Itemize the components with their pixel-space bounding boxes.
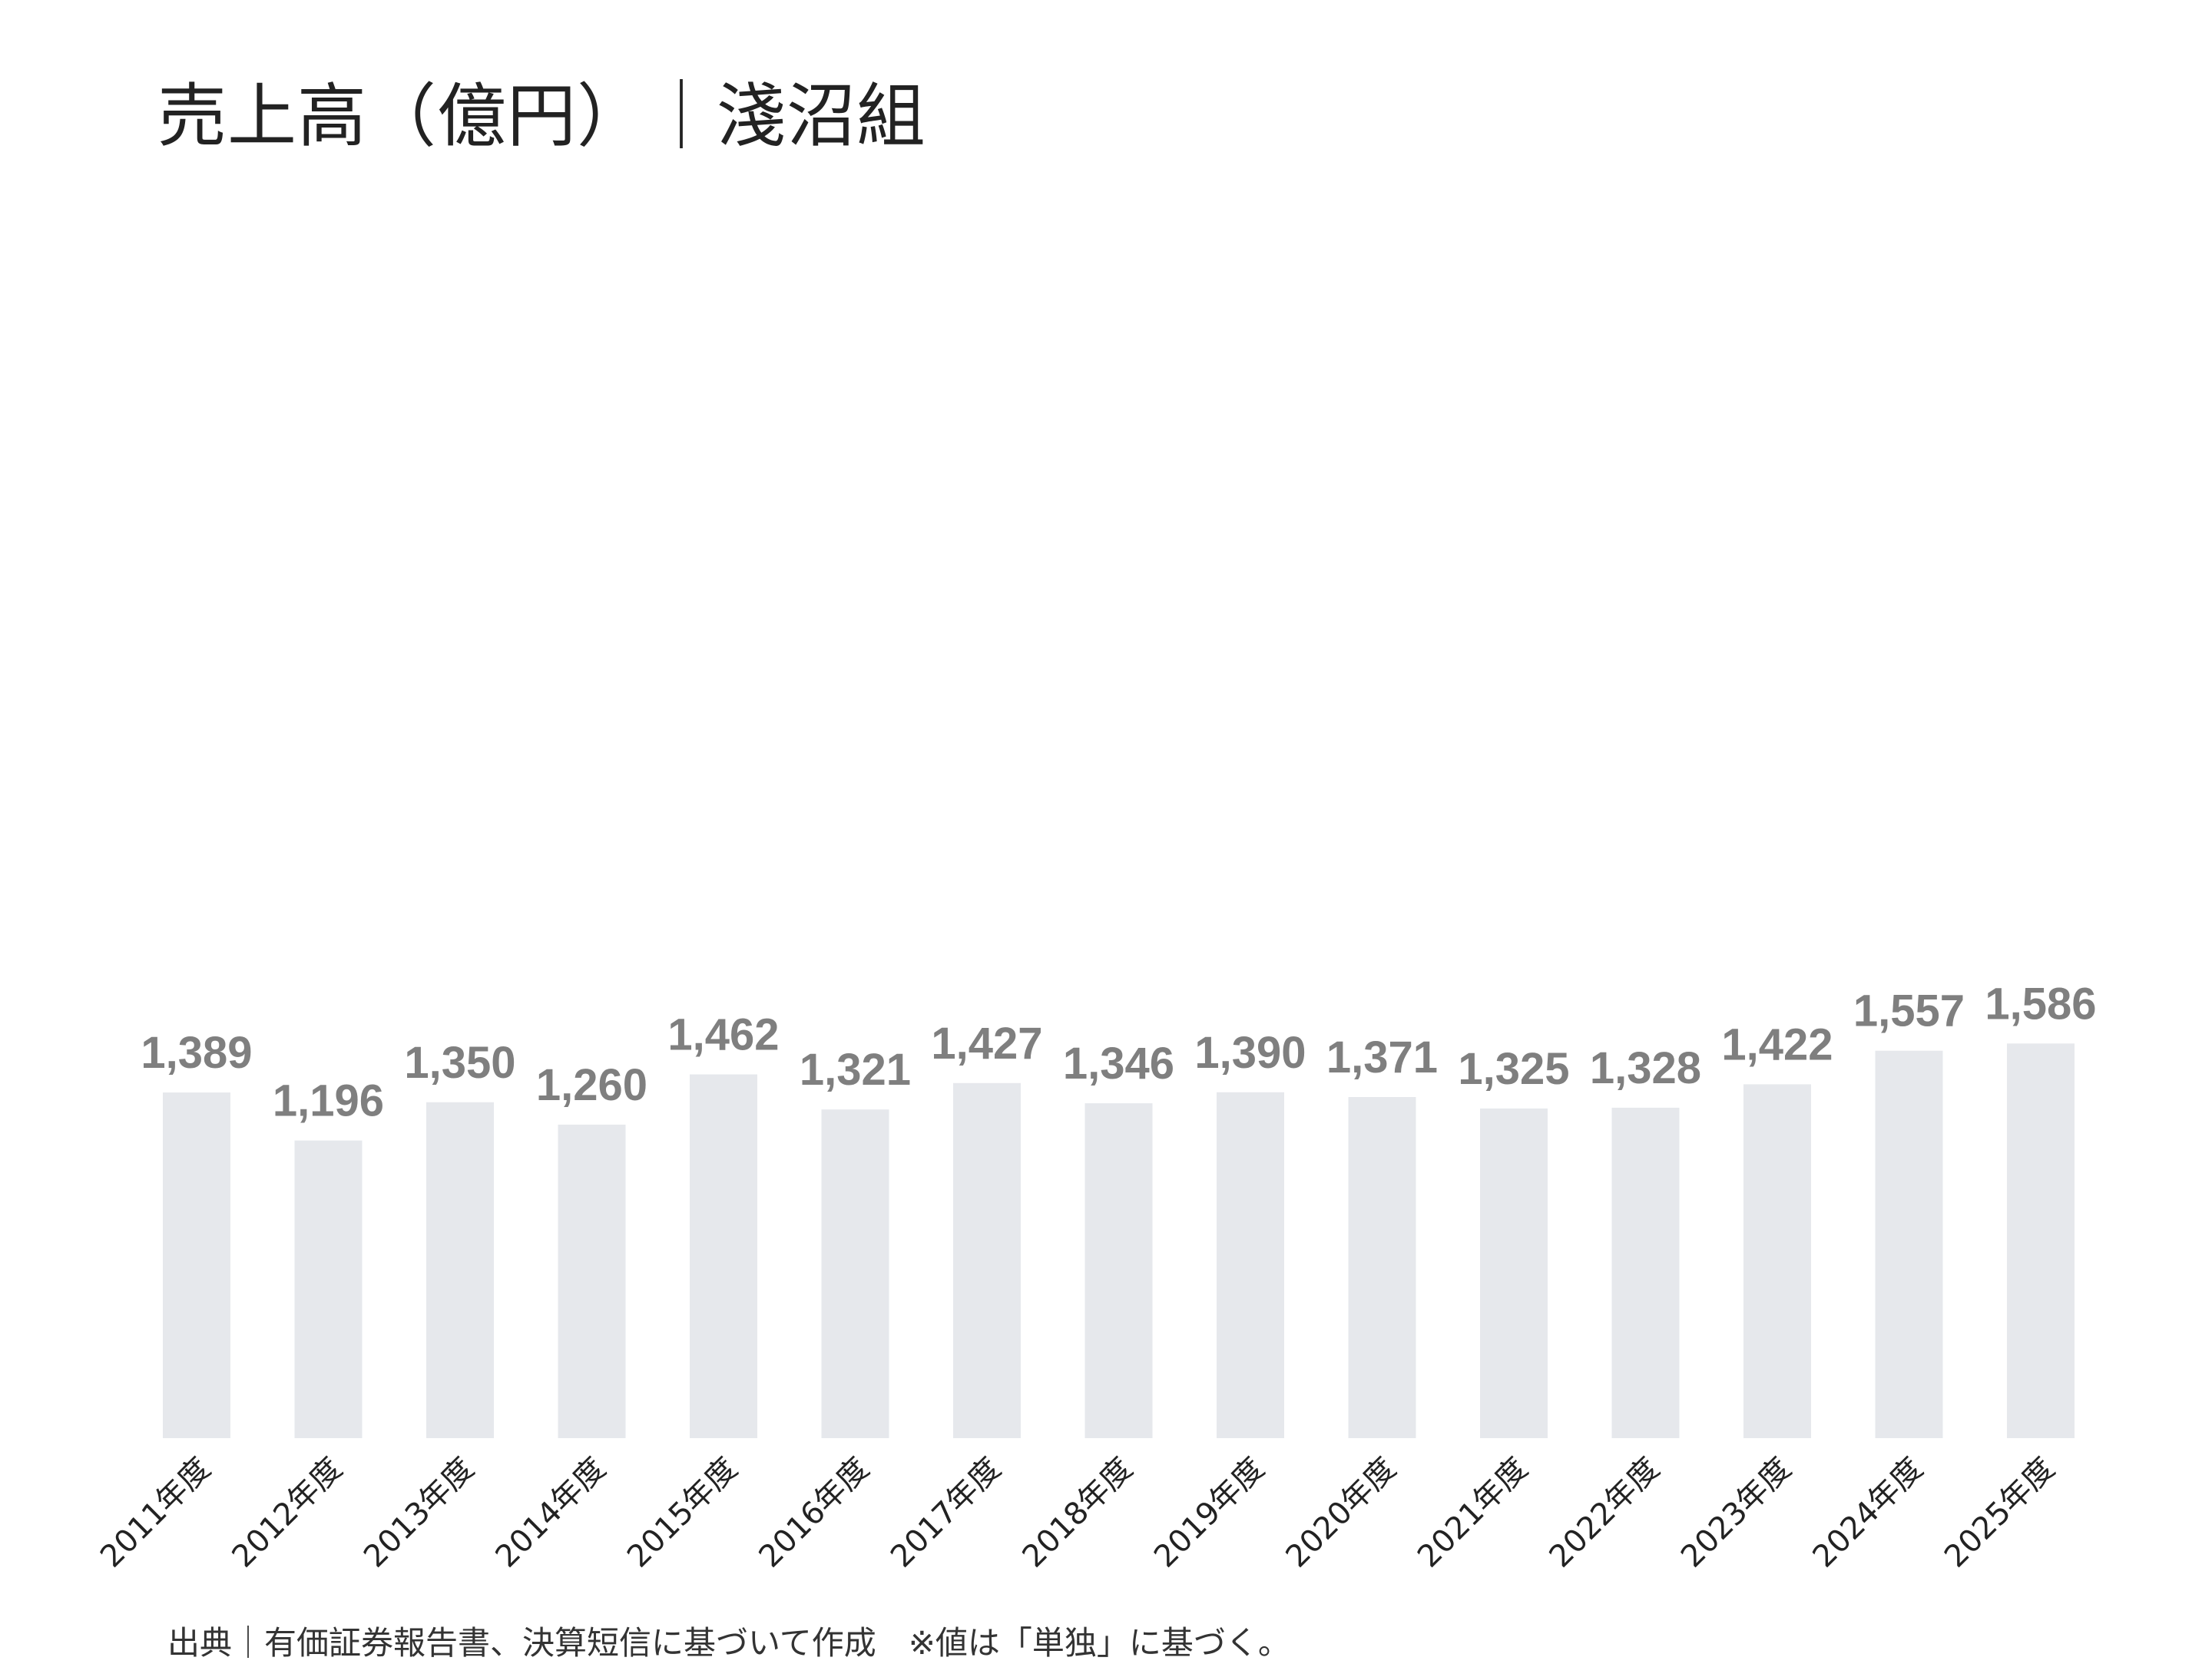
bar-2013年度: [426, 1102, 494, 1438]
x-tick-label-2011年度: 2011年度: [94, 1451, 217, 1575]
value-label-2013年度: 1,350: [404, 1038, 515, 1088]
bar-2025年度: [2007, 1043, 2075, 1438]
value-label-2018年度: 1,346: [1063, 1039, 1174, 1089]
value-label-2023年度: 1,422: [1721, 1019, 1833, 1069]
x-tick-label-2022年度: 2022年度: [1542, 1451, 1666, 1575]
chart-title: 売上高（億円）｜淺沼組: [157, 76, 926, 157]
x-tick-label-2017年度: 2017年度: [884, 1451, 1008, 1575]
x-tick-label-2018年度: 2018年度: [1015, 1451, 1139, 1575]
bar-2022年度: [1611, 1107, 1680, 1438]
x-tick-label-2024年度: 2024年度: [1806, 1451, 1929, 1575]
x-tick-label-2015年度: 2015年度: [621, 1451, 744, 1575]
x-tick-labels-layer: 2011年度 2012年度 2013年度 2014年度 2015年度 2016年度 2017…: [94, 1451, 2061, 1575]
x-tick-label-2016年度: 2016年度: [752, 1451, 876, 1575]
x-tick-label-2025年度: 2025年度: [1938, 1451, 2061, 1575]
x-tick-label-2013年度: 2013年度: [357, 1451, 481, 1575]
x-tick-label-2014年度: 2014年度: [488, 1451, 612, 1575]
bar-2020年度: [1348, 1097, 1416, 1438]
bar-2019年度: [1217, 1092, 1284, 1438]
x-tick-label-2023年度: 2023年度: [1674, 1451, 1798, 1575]
bar-2017年度: [953, 1082, 1021, 1438]
bar-2024年度: [1875, 1050, 1943, 1438]
value-label-2020年度: 1,371: [1326, 1033, 1438, 1082]
value-label-2015年度: 1,462: [667, 1010, 779, 1060]
bars-layer: [163, 1043, 2075, 1438]
value-label-2021年度: 1,325: [1458, 1044, 1569, 1094]
x-tick-label-2019年度: 2019年度: [1147, 1451, 1271, 1575]
x-tick-label-2012年度: 2012年度: [225, 1451, 349, 1575]
bar-2016年度: [821, 1109, 889, 1438]
bar-2012年度: [294, 1140, 363, 1438]
bar-2023年度: [1743, 1084, 1811, 1438]
value-label-2016年度: 1,321: [800, 1045, 911, 1095]
bar-2011年度: [163, 1092, 230, 1438]
bar-2021年度: [1480, 1108, 1548, 1438]
x-tick-label-2020年度: 2020年度: [1279, 1451, 1402, 1575]
value-label-2024年度: 1,557: [1853, 986, 1965, 1036]
value-labels-layer: 1,389 1,196 1,350 1,260 1,462 1,321 1,427 1,346…: [141, 979, 2096, 1125]
x-tick-label-2021年度: 2021年度: [1411, 1451, 1535, 1575]
value-label-2011年度: 1,389: [141, 1028, 252, 1078]
source-note: 出典｜有価証券報告書、決算短信に基づいて作成 ※値は「単独」に基づく。: [167, 1624, 1290, 1662]
value-label-2025年度: 1,586: [1985, 979, 2096, 1029]
value-label-2014年度: 1,260: [536, 1060, 647, 1110]
bar-2018年度: [1084, 1103, 1153, 1438]
value-label-2022年度: 1,328: [1590, 1043, 1701, 1093]
value-label-2019年度: 1,390: [1194, 1028, 1306, 1078]
value-label-2012年度: 1,196: [273, 1076, 384, 1126]
bar-2014年度: [558, 1124, 626, 1438]
bar-2015年度: [690, 1074, 757, 1438]
value-label-2017年度: 1,427: [931, 1019, 1042, 1069]
